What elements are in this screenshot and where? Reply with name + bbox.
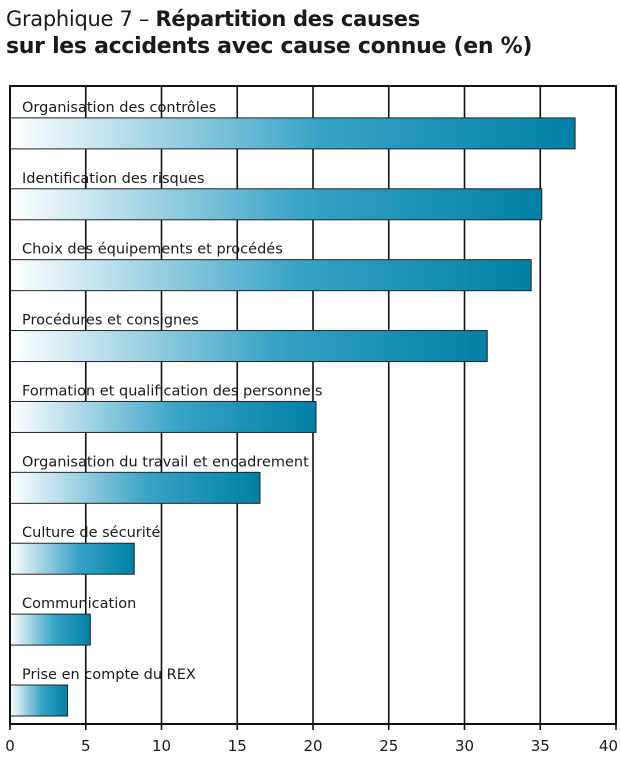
x-tick-label: 40 (599, 737, 618, 755)
x-tick-label: 5 (81, 737, 91, 755)
bar (9, 613, 91, 646)
bar-label: Communication (22, 596, 136, 612)
x-tick-label: 35 (531, 737, 550, 755)
bar-label: Formation et qualification des personnel… (22, 383, 322, 399)
bar (9, 330, 488, 363)
bar-label: Procédures et consignes (22, 313, 199, 329)
bar (9, 117, 576, 150)
bar-label: Choix des équipements et procédés (22, 242, 283, 258)
bar (9, 188, 543, 221)
chart-title-prefix: Graphique 7 – (6, 7, 150, 31)
chart-title: Graphique 7 – Répartition des causes sur… (6, 6, 616, 61)
bar (9, 259, 532, 292)
chart-title-line2: sur les accidents avec cause connue (en … (6, 34, 533, 59)
chart-title-line1: Graphique 7 – Répartition des causes (6, 6, 616, 33)
bar (9, 400, 317, 433)
bar (9, 684, 69, 717)
bar-label: Organisation des contrôles (22, 100, 216, 116)
bar-label: Prise en compte du REX (22, 667, 196, 683)
x-tick-label: 0 (5, 737, 15, 755)
bar (9, 542, 135, 575)
bar (9, 471, 261, 504)
bar-label: Organisation du travail et encadrement (22, 454, 309, 470)
x-tick-label: 20 (303, 737, 322, 755)
x-tick-label: 30 (455, 737, 474, 755)
bar-label: Culture de sécurité (22, 525, 160, 541)
x-tick-label: 10 (152, 737, 171, 755)
chart-title-main: Répartition des causes (155, 7, 421, 31)
x-tick-label: 25 (379, 737, 398, 755)
bar-label: Identification des risques (22, 171, 204, 187)
x-tick-label: 15 (228, 737, 247, 755)
